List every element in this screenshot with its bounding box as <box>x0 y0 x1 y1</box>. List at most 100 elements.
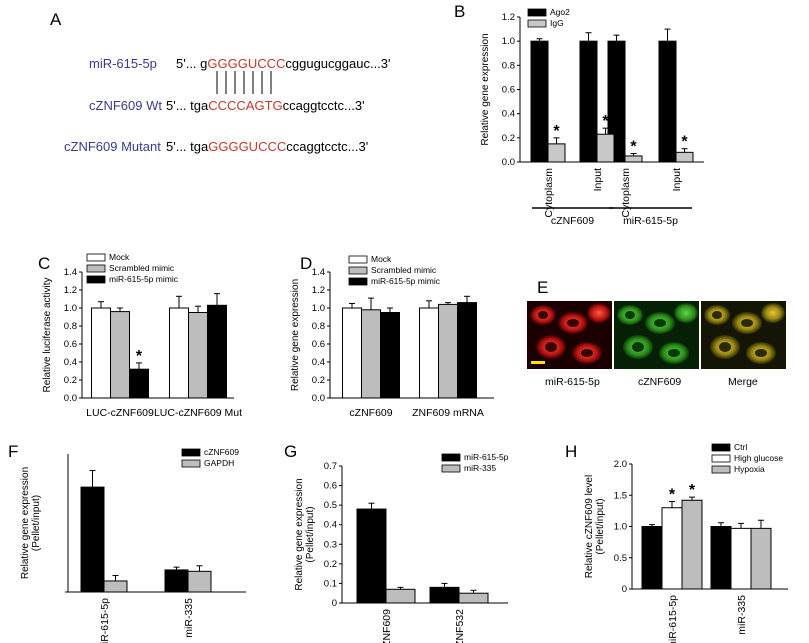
chart-panel-b: 0.0 0.2 0.4 0.6 0.8 1.0 1.2 Relative gene expre… <box>480 7 704 227</box>
legend-swatch <box>86 253 106 262</box>
group-label: miR-615-5p <box>623 215 678 227</box>
legend-swatch <box>348 266 368 275</box>
category-label: Cytoplasm <box>543 168 555 218</box>
bar-hypoxia <box>681 499 703 590</box>
y-tick-label: 1.4 <box>64 267 77 278</box>
category-label: cZNF532 <box>454 609 466 643</box>
y-axis-label: Relative gene expression <box>290 279 301 391</box>
bar-mir-615-5p-mimic <box>380 312 400 399</box>
legend-label: IgG <box>550 18 564 28</box>
y-tick-label: 0.6 <box>312 339 325 350</box>
legend-swatch <box>86 264 106 273</box>
y-tick-label: 0 <box>332 598 337 609</box>
legend-swatch <box>86 275 106 284</box>
y-tick-label: 1.2 <box>312 285 325 296</box>
y-tick-label: 0.7 <box>324 461 337 472</box>
category-label: miR-615-5p <box>99 598 111 643</box>
category-label: LUC-cZNF609 Mut <box>154 407 242 419</box>
seq-mutant-site: GGGGUCCC <box>208 139 287 154</box>
row-mutant-sequence: 5'... tgaGGGGUCCCccaggtcctc...3' <box>166 139 368 154</box>
bar-gapdh <box>103 580 128 593</box>
seq-prefix: 5'... g <box>176 56 208 71</box>
y-tick-label: 1.5 <box>614 490 627 501</box>
group-label: cZNF609 <box>551 215 594 227</box>
panel-label-f: F <box>8 442 19 461</box>
legend-swatch <box>348 277 368 286</box>
bar-cznf609 <box>80 486 105 593</box>
y-tick-label: 1.0 <box>312 303 325 314</box>
bar-ctrl <box>710 526 732 590</box>
y-tick-label: 1.4 <box>312 267 325 278</box>
bar-high-glucose <box>730 527 752 590</box>
bar-ago2 <box>658 40 677 163</box>
y-tick-label: 1.2 <box>64 285 77 296</box>
bar-gapdh <box>187 570 212 593</box>
seq-seed: GGGGUCCC <box>207 56 286 71</box>
y-axis-label-units: (Pellet/input) <box>305 506 316 562</box>
legend-label: cZNF609 <box>204 447 239 457</box>
chart-panel-c: 0.0 0.2 0.4 0.6 0.8 1.0 1.2 1.4 Relative lucifer… <box>42 252 242 419</box>
category-label: cZNF609 <box>349 407 392 419</box>
legend-swatch <box>181 459 201 468</box>
y-tick-label: 1.0 <box>614 522 627 533</box>
legend-swatch <box>711 465 731 474</box>
category-label: Input <box>592 168 604 191</box>
seq-suffix: ccaggtcctc...3' <box>282 98 365 113</box>
significance-star: * <box>136 348 143 365</box>
y-tick-label: 0.8 <box>502 60 515 71</box>
significance-star: * <box>669 487 676 504</box>
y-tick-label: 1.2 <box>502 12 515 23</box>
panel-label-a: A <box>50 10 62 29</box>
bar-mir-615-5p-mimic <box>207 304 227 399</box>
legend-swatch <box>527 8 547 17</box>
chart-panel-h: 0 0.5 1.0 1.5 2.0 Relative cZNF609 level (Pell… <box>584 442 788 643</box>
bar-igg <box>624 155 643 163</box>
legend-swatch <box>181 448 201 457</box>
legend-swatch <box>711 454 731 463</box>
row-wt-sequence: 5'... tgaCCCCAGTGccaggtcctc...3' <box>166 98 365 113</box>
y-tick-label: 2.0 <box>614 459 627 470</box>
chart-panel-g: 0 0.1 0.2 0.3 0.4 0.5 0.6 0.7 Relative gene expr… <box>294 452 509 643</box>
legend-swatch <box>527 19 547 28</box>
legend-label: Scrambled mimic <box>371 265 437 275</box>
panel-label-g: G <box>284 442 298 461</box>
legend-swatch <box>441 464 461 473</box>
seq-prefix: 5'... tga <box>166 139 209 154</box>
y-tick-label: 0.6 <box>324 481 337 492</box>
y-tick-label: 0.0 <box>64 393 77 404</box>
bar-mock <box>169 307 189 399</box>
y-axis-label: Relative cZNF609 level <box>584 475 595 578</box>
y-tick-label: 0.4 <box>324 520 337 531</box>
row-mir-615-sequence: 5'... gGGGGUCCCcggugucggauc...3' <box>176 56 391 71</box>
category-label: Cytoplasm <box>620 168 632 218</box>
panel-label-e: E <box>537 278 549 297</box>
bar-cznf609 <box>164 569 189 593</box>
category-label: Input <box>671 168 683 191</box>
y-tick-label: 0.2 <box>312 375 325 386</box>
y-tick-label: 0.6 <box>502 85 515 96</box>
bar-scrambled-mimic <box>438 303 458 399</box>
y-tick-label: 0.1 <box>324 578 337 589</box>
bar-mock <box>419 307 439 399</box>
scale-bar <box>531 361 545 364</box>
image-green-channel <box>614 301 699 369</box>
y-axis-label: Relative gene expression <box>294 478 305 590</box>
category-label: LUC-cZNF609 <box>86 407 154 419</box>
seq-suffix: cggugucggauc...3' <box>285 56 391 71</box>
legend-label: Ago2 <box>550 7 570 17</box>
y-tick-label: 0.0 <box>502 157 515 168</box>
y-tick-label: 0.8 <box>312 321 325 332</box>
panel-label-d: D <box>300 254 313 273</box>
panel-label-b: B <box>454 2 466 21</box>
y-tick-label: 0.3 <box>324 539 337 550</box>
significance-star: * <box>681 134 688 151</box>
bar-igg <box>596 133 615 163</box>
legend-label: miR-615-5p mimic <box>371 276 441 286</box>
legend-swatch <box>441 453 461 462</box>
y-tick-label: 0.4 <box>312 357 325 368</box>
panel-label-h: H <box>565 442 578 461</box>
legend-label: miR-335 <box>464 463 496 473</box>
y-tick-label: 0.8 <box>64 321 77 332</box>
bar-ago2 <box>579 40 598 163</box>
significance-star: * <box>553 123 560 140</box>
